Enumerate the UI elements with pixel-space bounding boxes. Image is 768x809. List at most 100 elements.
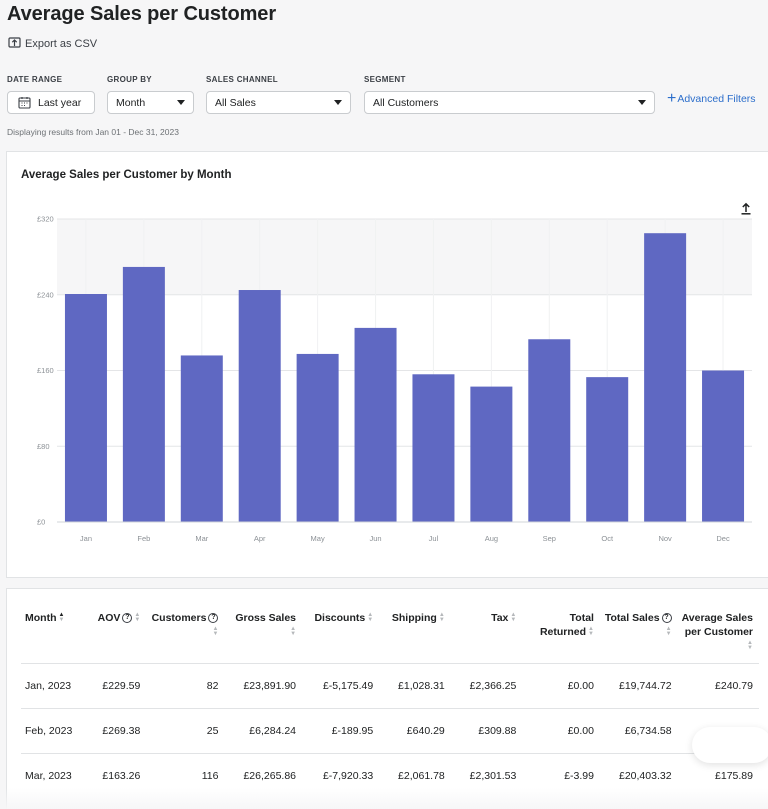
date-range-label: DATE RANGE [7,75,63,84]
bar-chart: £0 £80 £160 £240 £320 Jan Feb Mar Apr May Jun Jul Au… [37,215,752,543]
column-header-label: AOV [97,612,121,624]
table-cell: £6,284.24 [224,708,303,754]
sort-icon[interactable]: ▲ ▼ [212,626,219,638]
x-tick-label: Feb [137,534,150,543]
table-cell: £6,734.58 [599,708,678,754]
table-cell: £309.88 [450,708,523,754]
chevron-down-icon [334,100,342,105]
chart-export-icon[interactable] [740,202,752,215]
help-icon[interactable]: ? [122,613,133,624]
table-cell: £269.38 [84,708,147,754]
column-header[interactable]: Gross Sales ▲ ▼ [224,589,302,664]
table-cell: £-189.95 [302,708,380,754]
chevron-down-icon [177,100,185,105]
x-tick-label: Sep [543,534,556,543]
sort-icon[interactable]: ▲ ▼ [58,612,65,624]
y-tick-label: £240 [37,290,54,299]
export-csv-button[interactable]: Export as CSV [8,37,97,50]
x-tick-label: Oct [601,534,614,543]
table-cell: Jan, 2023 [21,663,85,709]
bar-oct [586,377,629,522]
column-header[interactable]: Average Sales per Customer ▲ ▼ [678,589,759,664]
sort-icon[interactable]: ▲ ▼ [588,626,594,638]
plot-band [57,219,752,295]
bar-dec [702,370,745,522]
table-cell: Feb, 2023 [21,708,85,754]
chevron-down-icon [638,100,646,105]
sales-channel-select[interactable]: All Sales [206,91,351,114]
column-header[interactable]: Shipping ▲ ▼ [379,589,451,664]
table-cell: £0.00 [522,663,600,709]
chart-card: Average Sales per Customer by Month £0 £8… [7,152,768,577]
x-tick-label: Aug [485,534,498,543]
bottom-fade [0,788,768,809]
column-header[interactable]: Month ▲ ▼ [21,589,85,664]
page-title: Average Sales per Customer [7,3,277,25]
table-cell: £-5,175.49 [302,663,380,709]
column-header[interactable]: Total Returned ▲ ▼ [522,589,600,664]
sales-channel-label: SALES CHANNEL [206,75,278,84]
x-tick-label: May [311,534,325,543]
column-header-label: Month [25,612,57,624]
floating-chat-button[interactable] [692,727,768,763]
calendar-icon [18,97,31,109]
column-header[interactable]: Total Sales ? ▲ ▼ [600,589,678,664]
table-card: Month ▲ ▼ AOV? ▲ ▼ Customers ?▲ ▼ Gross Sales▲ ▼ Di… [7,589,768,809]
sort-icon[interactable]: ▲ ▼ [747,640,753,652]
bar-mar [180,355,223,522]
table-cell: £2,366.25 [450,663,523,709]
segment-label: SEGMENT [364,75,406,84]
x-tick-label: Jun [369,534,381,543]
sort-icon[interactable]: ▲ ▼ [290,626,297,638]
column-header-label: Discounts [314,612,366,624]
sort-icon[interactable]: ▲ ▼ [438,612,445,624]
advanced-filters-button[interactable]: + Advanced Filters [667,91,756,107]
sort-icon[interactable]: ▲ ▼ [367,612,374,624]
date-range-note: Displaying results from Jan 01 - Dec 31,… [7,127,179,137]
data-table: Month ▲ ▼ AOV? ▲ ▼ Customers ?▲ ▼ Gross Sales▲ ▼ Di… [21,589,759,798]
column-header-label: Gross Sales [235,612,297,624]
y-tick-label: £80 [37,442,50,451]
table-cell: £0.00 [522,708,600,754]
column-header-label: Shipping [391,612,437,624]
x-tick-label: Apr [254,534,266,543]
sort-icon[interactable]: ▲ ▼ [665,626,672,638]
table-cell: 25 [146,708,225,754]
y-tick-label: £160 [37,366,54,375]
bar-jun [354,327,397,522]
column-header-label: Total Returned [539,612,594,638]
column-header-label: Average Sales per Customer [681,612,753,638]
column-header-label: Tax [491,612,509,624]
table-cell: 82 [146,663,225,709]
column-header[interactable]: Tax ▲ ▼ [451,589,523,664]
column-header-label: Customers [151,612,207,624]
bar-apr [238,290,281,522]
sort-icon[interactable]: ▲ ▼ [134,612,141,624]
advanced-filters-label: Advanced Filters [677,93,756,105]
x-tick-label: Dec [716,534,730,543]
table-row[interactable]: Feb, 2023 £269.38 25 £6,284.24 £-189.95 £640.… [21,708,759,754]
help-icon[interactable]: ? [661,613,672,624]
help-icon[interactable]: ? [208,613,219,624]
group-by-select[interactable]: Month [107,91,194,114]
x-tick-label: Jan [80,534,92,543]
column-header[interactable]: AOV? ▲ ▼ [85,589,147,664]
table-cell: £1,028.31 [379,663,451,709]
export-icon [8,37,21,48]
x-tick-label: Mar [195,534,208,543]
y-tick-label: £0 [37,518,45,527]
segment-select[interactable]: All Customers [364,91,655,114]
sales-channel-value: All Sales [215,96,256,109]
sort-icon[interactable]: ▲ ▼ [510,612,517,624]
column-header[interactable]: Customers ? ▲ ▼ [146,589,224,664]
bar-jul [412,374,455,522]
segment-value: All Customers [373,96,439,109]
date-range-picker[interactable]: Last year [7,91,95,114]
group-by-label: GROUP BY [107,75,152,84]
bar-sep [528,339,571,522]
bar-jan [64,294,107,522]
table-cell: £23,891.90 [224,663,303,709]
column-header[interactable]: Discounts ▲ ▼ [302,589,379,664]
table-row[interactable]: Jan, 2023 £229.59 82 £23,891.90 £-5,175.49 £1… [21,663,759,709]
export-csv-label: Export as CSV [25,37,98,50]
